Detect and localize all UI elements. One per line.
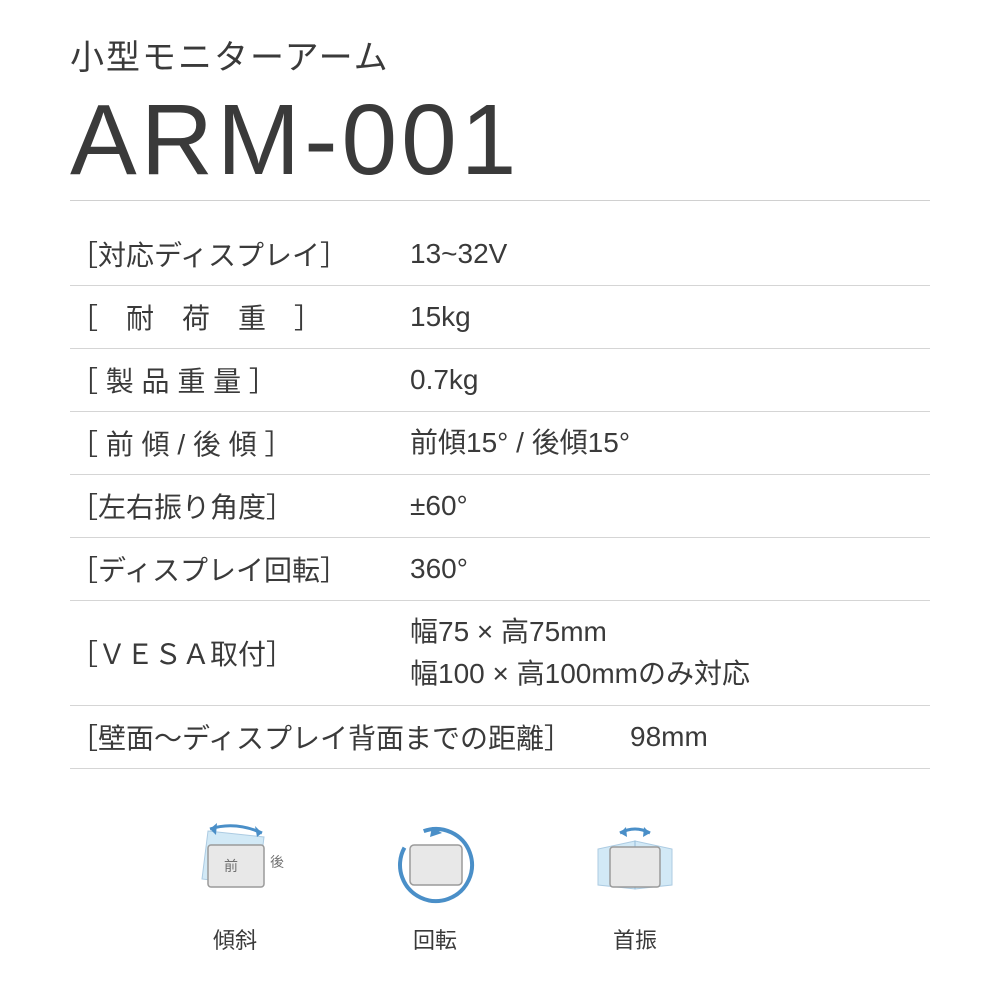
spec-value: 15kg	[410, 296, 471, 338]
spec-label: ［壁面～ディスプレイ背面までの距離］	[70, 717, 630, 757]
tilt-icon: 前 後	[180, 819, 290, 909]
spec-row: ［ＶＥＳＡ取付］幅75 × 高75mm幅100 × 高100mmのみ対応	[70, 601, 930, 706]
swivel-label: 首振	[613, 923, 657, 955]
spec-value: 0.7kg	[410, 359, 479, 401]
spec-value: 360°	[410, 548, 468, 590]
tilt-front-label: 前	[224, 858, 238, 874]
spec-label: ［ 前 傾 / 後 傾 ］	[70, 423, 410, 463]
spec-value: ±60°	[410, 485, 468, 527]
spec-label: ［対応ディスプレイ］	[70, 234, 410, 274]
spec-row: ［壁面～ディスプレイ背面までの距離］98mm	[70, 706, 930, 769]
icon-swivel-block: 首振	[580, 819, 690, 955]
product-model: ARM-001	[70, 83, 930, 201]
spec-label: ［左右振り角度］	[70, 486, 410, 526]
rotate-icon	[380, 819, 490, 909]
spec-label: ［ＶＥＳＡ取付］	[70, 633, 410, 673]
spec-row: ［ディスプレイ回転］360°	[70, 538, 930, 601]
icon-rotate-block: 回転	[380, 819, 490, 955]
spec-table: ［対応ディスプレイ］13~32V［ 耐 荷 重 ］15kg［ 製 品 重 量 ］…	[70, 223, 930, 769]
spec-row: ［ 耐 荷 重 ］15kg	[70, 286, 930, 349]
icon-tilt-block: 前 後 傾斜	[180, 819, 290, 955]
swivel-icon	[580, 819, 690, 909]
spec-value: 13~32V	[410, 233, 507, 275]
rotate-label: 回転	[413, 923, 457, 955]
spec-label: ［ 製 品 重 量 ］	[70, 360, 410, 400]
product-subtitle: 小型モニターアーム	[70, 30, 930, 79]
icon-row: 前 後 傾斜 回転	[180, 819, 930, 955]
spec-row: ［対応ディスプレイ］13~32V	[70, 223, 930, 286]
tilt-label: 傾斜	[213, 923, 257, 955]
spec-row: ［左右振り角度］±60°	[70, 475, 930, 538]
spec-row: ［ 製 品 重 量 ］0.7kg	[70, 349, 930, 412]
spec-label: ［ディスプレイ回転］	[70, 549, 410, 589]
spec-label: ［ 耐 荷 重 ］	[70, 297, 410, 337]
tilt-back-label: 後	[270, 854, 284, 870]
spec-row: ［ 前 傾 / 後 傾 ］前傾15° / 後傾15°	[70, 412, 930, 475]
spec-value: 前傾15° / 後傾15°	[410, 422, 630, 464]
spec-value: 幅75 × 高75mm幅100 × 高100mmのみ対応	[410, 611, 750, 695]
spec-value: 98mm	[630, 716, 708, 758]
